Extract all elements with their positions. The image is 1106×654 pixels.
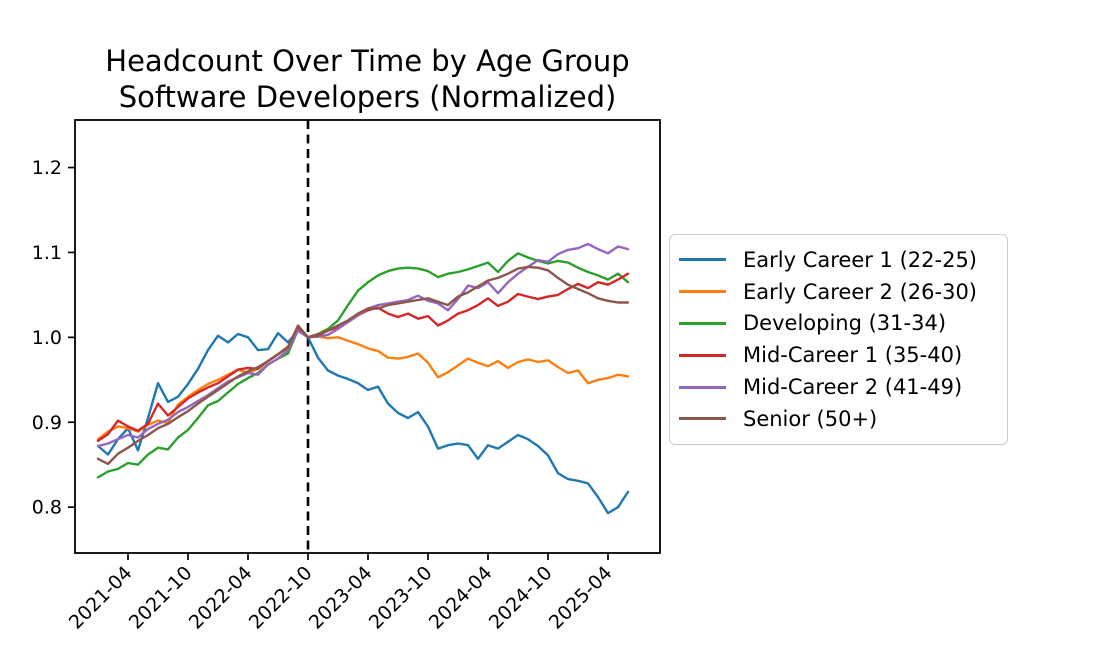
legend-label: Mid-Career 1 (35-40) (743, 343, 963, 368)
x-tick-label: 2025-04 (545, 562, 617, 634)
legend-line-swatch (679, 353, 726, 357)
legend-item: Mid-Career 2 (41-49) (679, 371, 993, 403)
x-tick-label: 2023-04 (305, 562, 377, 634)
legend-item: Early Career 2 (26-30) (679, 276, 993, 308)
plot-border (74, 119, 661, 554)
legend-line-swatch (679, 417, 726, 421)
legend-label: Mid-Career 2 (41-49) (743, 375, 963, 400)
legend: Early Career 1 (22-25) Early Career 2 (26… (669, 234, 1008, 445)
series-line (96, 252, 630, 479)
y-tick-label: 1.2 (32, 157, 62, 179)
chart-title-line2: Software Developers (Normalized) (118, 79, 617, 114)
chart-title-line1: Headcount Over Time by Age Group (105, 44, 630, 78)
y-tick-label: 1.0 (32, 327, 62, 349)
legend-line-swatch (679, 321, 726, 325)
legend-line-swatch (679, 258, 726, 262)
legend-line-swatch (679, 385, 726, 389)
x-tick-label: 2022-10 (245, 562, 317, 634)
legend-line-swatch (679, 290, 726, 294)
y-tick-label: 0.9 (32, 412, 62, 434)
legend-label: Early Career 2 (26-30) (743, 279, 978, 304)
x-tick-label: 2022-04 (185, 562, 257, 634)
series-line (96, 272, 630, 443)
y-tick-label: 0.8 (32, 497, 62, 519)
y-tick-label: 1.1 (32, 242, 62, 264)
legend-item: Early Career 1 (22-25) (679, 244, 993, 276)
x-tick-label: 2021-04 (65, 562, 137, 634)
x-tick-label: 2021-10 (125, 562, 197, 634)
series-line (96, 265, 630, 466)
legend-item: Senior (50+) (679, 403, 993, 435)
legend-item: Mid-Career 1 (35-40) (679, 339, 993, 371)
legend-item: Developing (31-34) (679, 308, 993, 340)
legend-label: Developing (31-34) (743, 311, 947, 336)
chart-title: Headcount Over Time by Age Group Softwar… (75, 44, 660, 116)
legend-label: Early Career 1 (22-25) (743, 247, 978, 272)
legend-label: Senior (50+) (743, 406, 878, 431)
x-tick-label: 2024-10 (485, 562, 557, 634)
x-tick-label: 2024-04 (425, 562, 497, 634)
x-tick-label: 2023-10 (365, 562, 437, 634)
series-line (96, 326, 630, 441)
series-line (96, 329, 630, 515)
